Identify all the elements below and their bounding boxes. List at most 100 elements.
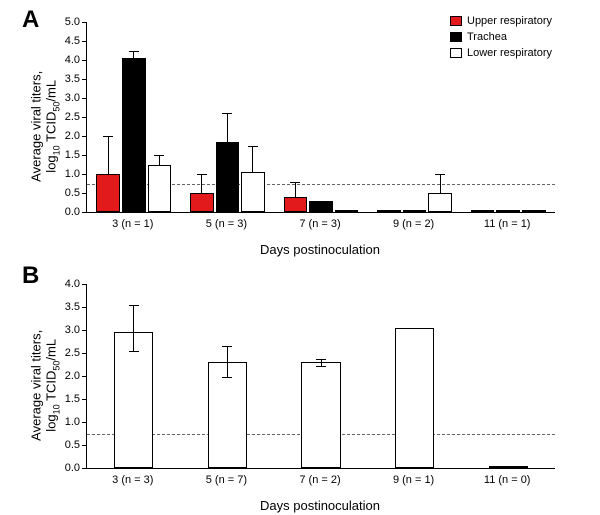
- ytick-mark: [82, 307, 87, 308]
- errorbar-stem: [295, 182, 296, 197]
- errorbar-stem: [159, 155, 160, 165]
- xtick-label: 9 (n = 1): [393, 474, 434, 486]
- errorbar-stem: [227, 346, 228, 362]
- bar: [241, 172, 265, 212]
- errorbar-cap: [197, 174, 207, 175]
- errorbar-stem: [227, 113, 228, 142]
- bar: [309, 201, 333, 212]
- ytick-mark: [82, 79, 87, 80]
- ytick-mark: [82, 174, 87, 175]
- ytick-label: 1.5: [56, 393, 80, 405]
- bar: [96, 174, 120, 212]
- ytick-label: 1.5: [56, 149, 80, 161]
- ytick-mark: [82, 212, 87, 213]
- ylabel-panel-b: Average viral titers,log10 TCID50/mL: [29, 285, 62, 485]
- ytick-label: 4.0: [56, 278, 80, 290]
- errorbar-cap: [129, 351, 139, 352]
- bar: [190, 193, 214, 212]
- xtick-label: 5 (n = 3): [206, 218, 247, 230]
- ytick-mark: [82, 330, 87, 331]
- errorbar-cap: [316, 359, 326, 360]
- ytick-label: 2.5: [56, 111, 80, 123]
- xtick-label: 3 (n = 3): [112, 474, 153, 486]
- ytick-label: 0.5: [56, 187, 80, 199]
- xtick-label: 7 (n = 2): [299, 474, 340, 486]
- errorbar-cap: [222, 346, 232, 347]
- ytick-mark: [82, 376, 87, 377]
- bar: [471, 210, 495, 212]
- errorbar-stem: [133, 51, 134, 59]
- ytick-label: 4.0: [56, 54, 80, 66]
- errorbar-stem: [201, 174, 202, 193]
- errorbar-cap: [154, 155, 164, 156]
- errorbar-cap: [129, 51, 139, 52]
- bar: [395, 328, 434, 468]
- errorbar-cap: [290, 182, 300, 183]
- ytick-label: 0.5: [56, 439, 80, 451]
- ytick-label: 3.0: [56, 92, 80, 104]
- ytick-mark: [82, 136, 87, 137]
- errorbar-stem: [133, 332, 134, 350]
- bar: [496, 210, 520, 212]
- ytick-mark: [82, 445, 87, 446]
- panel-letter-b: B: [22, 262, 39, 290]
- ytick-label: 2.5: [56, 347, 80, 359]
- ytick-mark: [82, 41, 87, 42]
- ytick-mark: [82, 193, 87, 194]
- errorbar-stem: [440, 174, 441, 193]
- xtick-label: 3 (n = 1): [112, 218, 153, 230]
- xtick-label: 9 (n = 2): [393, 218, 434, 230]
- bar: [284, 197, 308, 212]
- errorbar-cap: [129, 305, 139, 306]
- bar: [489, 466, 528, 468]
- errorbar-cap: [248, 146, 258, 147]
- bar: [301, 362, 340, 468]
- ytick-mark: [82, 399, 87, 400]
- xlabel-panel-a: Days postinoculation: [170, 242, 470, 257]
- bar: [403, 210, 427, 212]
- errorbar-cap: [222, 113, 232, 114]
- ytick-label: 3.0: [56, 324, 80, 336]
- errorbar-stem: [227, 362, 228, 377]
- errorbar-cap: [435, 174, 445, 175]
- errorbar-cap: [316, 366, 326, 367]
- ytick-label: 1.0: [56, 416, 80, 428]
- ytick-label: 3.5: [56, 301, 80, 313]
- ytick-mark: [82, 98, 87, 99]
- ytick-mark: [82, 468, 87, 469]
- ytick-label: 2.0: [56, 370, 80, 382]
- ytick-label: 3.5: [56, 73, 80, 85]
- ytick-mark: [82, 284, 87, 285]
- bar: [216, 142, 240, 212]
- panel-letter-a: A: [22, 6, 39, 34]
- bar: [122, 58, 146, 212]
- xlabel-panel-b: Days postinoculation: [170, 498, 470, 513]
- errorbar-stem: [108, 136, 109, 174]
- errorbar-stem: [133, 305, 134, 333]
- bar: [148, 165, 172, 213]
- plot-area-panel-a: [86, 22, 555, 213]
- ytick-mark: [82, 422, 87, 423]
- xtick-label: 7 (n = 3): [299, 218, 340, 230]
- xtick-label: 11 (n = 0): [484, 474, 531, 486]
- errorbar-stem: [252, 146, 253, 173]
- figure-root: A Average viral titers,log10 TCID50/mL Day…: [0, 0, 600, 515]
- bar: [522, 210, 546, 212]
- bar: [335, 210, 359, 212]
- ytick-mark: [82, 60, 87, 61]
- ytick-label: 2.0: [56, 130, 80, 142]
- xtick-label: 5 (n = 7): [206, 474, 247, 486]
- errorbar-cap: [103, 136, 113, 137]
- ytick-label: 4.5: [56, 35, 80, 47]
- ytick-label: 5.0: [56, 16, 80, 28]
- ytick-label: 1.0: [56, 168, 80, 180]
- ytick-mark: [82, 22, 87, 23]
- bar: [428, 193, 452, 212]
- ytick-mark: [82, 117, 87, 118]
- errorbar-cap: [222, 377, 232, 378]
- ytick-label: 0.0: [56, 462, 80, 474]
- xtick-label: 11 (n = 1): [484, 218, 531, 230]
- bar: [114, 332, 153, 468]
- plot-area-panel-b: [86, 284, 555, 469]
- bar: [377, 210, 401, 212]
